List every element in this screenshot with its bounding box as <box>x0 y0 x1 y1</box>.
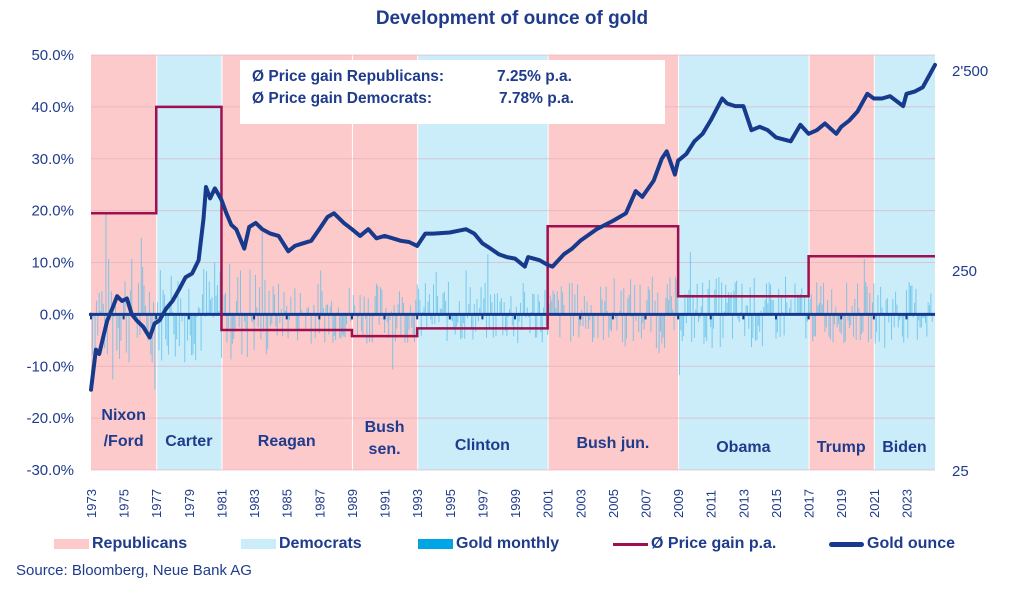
right-axis-ticks: 2'500 250 25 <box>952 63 988 480</box>
x-tick-label: 1979 <box>182 489 197 518</box>
left-axis-ticks: 50.0% 40.0% 30.0% 20.0% 10.0% 0.0% -10.0% -20.0… <box>26 47 74 479</box>
legend-swatch-price-gain <box>613 542 648 546</box>
x-tick-label: 2015 <box>769 489 784 518</box>
x-tick-label: 2009 <box>671 489 686 518</box>
x-tick-label: 2023 <box>899 489 914 518</box>
x-tick-label: 1995 <box>443 489 458 518</box>
x-tick-label: 1983 <box>247 489 262 518</box>
x-tick-label: 1981 <box>214 489 229 518</box>
right-tick-label: 25 <box>952 463 969 480</box>
legend-label-republicans: Republicans <box>92 535 188 552</box>
legend-item-democrats: Democrats <box>241 533 362 555</box>
annotation-democrats-label: Ø Price gain Democrats: <box>252 90 433 107</box>
gold-ounce-line <box>89 62 937 392</box>
x-tick-label: 2001 <box>541 489 556 518</box>
x-tick-label: 1985 <box>280 489 295 518</box>
right-tick-label: 2'500 <box>952 63 988 80</box>
source-note: Source: Bloomberg, Neue Bank AG <box>16 562 252 579</box>
presidency-label: Bush jun. <box>576 435 649 452</box>
presidency-label: Obama <box>716 439 770 456</box>
x-tick-label: 2011 <box>704 490 719 518</box>
average-gain-annotation: Ø Price gain Republicans: 7.25% p.a. Ø P… <box>240 60 665 124</box>
x-tick-label: 2007 <box>639 489 654 518</box>
left-tick-label: 20.0% <box>31 203 74 220</box>
x-tick-label: 1987 <box>312 489 327 518</box>
x-tick-label: 1989 <box>345 489 360 518</box>
legend-item-republicans: Republicans <box>54 533 187 555</box>
price-gain-step-line <box>91 105 935 338</box>
legend-label-price-gain: Ø Price gain p.a. <box>651 535 777 552</box>
presidency-label: Nixon <box>101 407 145 424</box>
x-tick-label: 1993 <box>410 489 425 518</box>
left-tick-label: -30.0% <box>26 462 74 479</box>
annotation-republicans-value: 7.25% p.a. <box>497 68 572 85</box>
x-tick-label: 1997 <box>475 489 490 518</box>
legend: Republicans Democrats Gold monthly Ø Pri… <box>0 533 1024 555</box>
x-tick-label: 1973 <box>84 489 99 518</box>
right-tick-label: 250 <box>952 263 977 280</box>
left-tick-label: 10.0% <box>31 255 74 272</box>
legend-swatch-democrats <box>241 539 276 549</box>
x-tick-label: 1975 <box>117 489 132 518</box>
presidency-label: Trump <box>817 439 866 456</box>
x-axis-ticks: 1973 1975 1977 1979 1981 1983 1985 1987 1989 1991… <box>84 489 914 518</box>
x-tick-label: 2017 <box>802 489 817 518</box>
x-tick-label: 1999 <box>508 489 523 518</box>
presidency-label: Biden <box>882 439 926 456</box>
presidency-label: Clinton <box>455 437 510 454</box>
legend-swatch-gold-monthly <box>418 539 453 549</box>
annotation-republicans-label: Ø Price gain Republicans: <box>252 68 445 85</box>
annotation-democrats-value: 7.78% p.a. <box>499 90 574 107</box>
legend-label-gold-ounce: Gold ounce <box>867 535 955 552</box>
presidency-label: /Ford <box>104 433 144 450</box>
x-tick-label: 2005 <box>606 489 621 518</box>
x-tick-label: 1977 <box>149 489 164 518</box>
legend-item-gold-ounce: Gold ounce <box>829 533 955 555</box>
gold-monthly-bars <box>90 212 935 390</box>
left-tick-label: 50.0% <box>31 47 74 64</box>
legend-item-gold-monthly: Gold monthly <box>418 533 559 555</box>
x-tick-label: 2021 <box>867 489 882 518</box>
chart-title: Development of ounce of gold <box>375 8 649 29</box>
legend-swatch-republicans <box>54 539 89 549</box>
price-gain-line <box>91 105 935 338</box>
legend-swatch-gold-ounce <box>829 541 864 547</box>
left-tick-label: 30.0% <box>31 151 74 168</box>
x-tick-label: 2013 <box>736 489 751 518</box>
legend-item-price-gain: Ø Price gain p.a. <box>613 533 776 555</box>
left-tick-label: 40.0% <box>31 99 74 116</box>
left-tick-label: -20.0% <box>26 410 74 427</box>
legend-label-democrats: Democrats <box>279 535 362 552</box>
legend-label-gold-monthly: Gold monthly <box>456 535 560 552</box>
x-tick-label: 2019 <box>834 489 849 518</box>
presidency-label: Bush <box>365 419 405 436</box>
presidency-label: Reagan <box>258 433 316 450</box>
presidency-labels: Nixon/Ford Carter Reagan Bush sen. Clinton Bus… <box>101 407 926 458</box>
gold-ounce-path <box>89 62 937 392</box>
x-tick-label: 1991 <box>378 489 393 518</box>
left-tick-label: -10.0% <box>26 358 74 375</box>
presidency-label: Carter <box>165 433 212 450</box>
left-tick-label: 0.0% <box>40 306 74 323</box>
presidency-label: sen. <box>369 441 401 458</box>
x-tick-label: 2003 <box>573 489 588 518</box>
